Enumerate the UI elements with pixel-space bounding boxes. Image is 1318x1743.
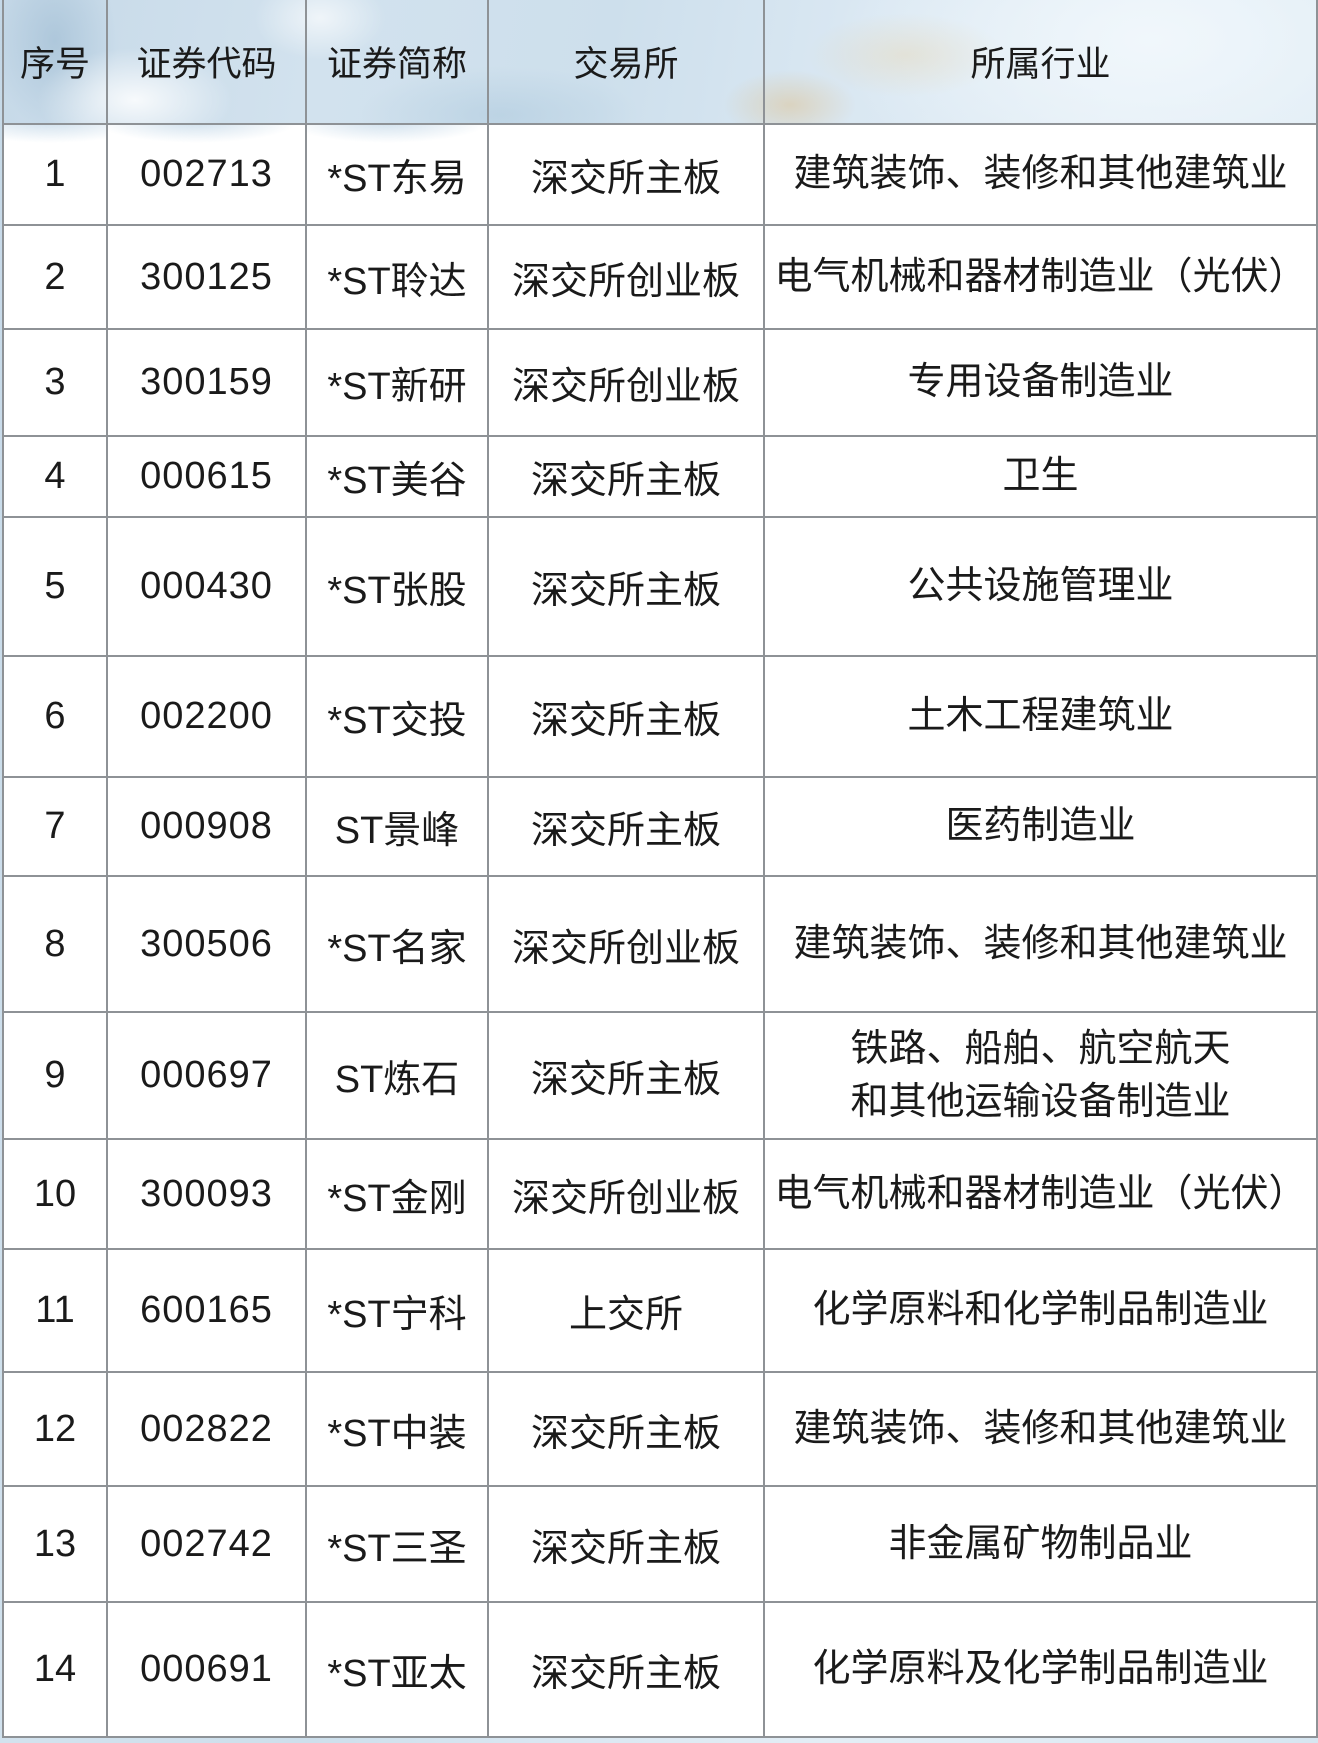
industry-cell: 电气机械和器材制造业（光伏）	[763, 224, 1318, 330]
code-cell: 000615	[106, 435, 307, 518]
table-row: 6 002200 *ST交投 深交所主板 土木工程建筑业	[2, 655, 1318, 778]
index-cell: 8	[2, 875, 108, 1013]
table-row: 12 002822 *ST中装 深交所主板 建筑装饰、装修和其他建筑业	[2, 1371, 1318, 1487]
index-cell: 10	[2, 1138, 108, 1250]
code-cell: 000908	[106, 776, 307, 877]
code-cell: 000691	[106, 1601, 307, 1738]
industry-cell: 化学原料及化学制品制造业	[763, 1601, 1318, 1738]
industry-cell: 建筑装饰、装修和其他建筑业	[763, 123, 1318, 226]
index-cell: 6	[2, 655, 108, 778]
name-cell: *ST三圣	[305, 1485, 489, 1603]
exchange-cell: 上交所	[487, 1248, 765, 1373]
index-cell: 11	[2, 1248, 108, 1373]
exchange-cell: 深交所主板	[487, 1601, 765, 1738]
exchange-cell: 深交所主板	[487, 435, 765, 518]
index-cell: 4	[2, 435, 108, 518]
code-cell: 600165	[106, 1248, 307, 1373]
index-cell: 1	[2, 123, 108, 226]
exchange-cell: 深交所主板	[487, 1011, 765, 1140]
name-cell: *ST亚太	[305, 1601, 489, 1738]
header-cell-code: 证券代码	[106, 0, 307, 125]
name-cell: *ST聆达	[305, 224, 489, 330]
header-cell-exchange: 交易所	[487, 0, 765, 125]
industry-cell: 公共设施管理业	[763, 516, 1318, 657]
name-cell: *ST东易	[305, 123, 489, 226]
index-cell: 5	[2, 516, 108, 657]
code-cell: 300506	[106, 875, 307, 1013]
name-cell: ST景峰	[305, 776, 489, 877]
exchange-cell: 深交所创业板	[487, 328, 765, 437]
index-cell: 3	[2, 328, 108, 437]
code-cell: 300125	[106, 224, 307, 330]
industry-cell: 建筑装饰、装修和其他建筑业	[763, 875, 1318, 1013]
exchange-cell: 深交所主板	[487, 516, 765, 657]
industry-cell: 化学原料和化学制品制造业	[763, 1248, 1318, 1373]
name-cell: ST炼石	[305, 1011, 489, 1140]
code-cell: 300093	[106, 1138, 307, 1250]
index-cell: 9	[2, 1011, 108, 1140]
code-cell: 002742	[106, 1485, 307, 1603]
index-cell: 7	[2, 776, 108, 877]
code-cell: 002713	[106, 123, 307, 226]
name-cell: *ST宁科	[305, 1248, 489, 1373]
index-cell: 13	[2, 1485, 108, 1603]
table-row: 8 300506 *ST名家 深交所创业板 建筑装饰、装修和其他建筑业	[2, 875, 1318, 1013]
industry-cell: 土木工程建筑业	[763, 655, 1318, 778]
table-row: 5 000430 *ST张股 深交所主板 公共设施管理业	[2, 516, 1318, 657]
code-cell: 002822	[106, 1371, 307, 1487]
industry-cell: 非金属矿物制品业	[763, 1485, 1318, 1603]
industry-cell: 建筑装饰、装修和其他建筑业	[763, 1371, 1318, 1487]
exchange-cell: 深交所主板	[487, 776, 765, 877]
header-cell-name: 证券简称	[305, 0, 489, 125]
index-cell: 2	[2, 224, 108, 330]
industry-cell: 铁路、船舶、航空航天 和其他运输设备制造业	[763, 1011, 1318, 1140]
name-cell: *ST新研	[305, 328, 489, 437]
table-row: 10 300093 *ST金刚 深交所创业板 电气机械和器材制造业（光伏）	[2, 1138, 1318, 1250]
name-cell: *ST美谷	[305, 435, 489, 518]
exchange-cell: 深交所主板	[487, 1485, 765, 1603]
name-cell: *ST交投	[305, 655, 489, 778]
exchange-cell: 深交所主板	[487, 655, 765, 778]
table-row: 11 600165 *ST宁科 上交所 化学原料和化学制品制造业	[2, 1248, 1318, 1373]
table-row: 4 000615 *ST美谷 深交所主板 卫生	[2, 435, 1318, 518]
table-row: 13 002742 *ST三圣 深交所主板 非金属矿物制品业	[2, 1485, 1318, 1603]
exchange-cell: 深交所创业板	[487, 875, 765, 1013]
table-row: 3 300159 *ST新研 深交所创业板 专用设备制造业	[2, 328, 1318, 437]
header-cell-industry: 所属行业	[763, 0, 1318, 125]
index-cell: 12	[2, 1371, 108, 1487]
industry-cell: 医药制造业	[763, 776, 1318, 877]
index-cell: 14	[2, 1601, 108, 1738]
code-cell: 002200	[106, 655, 307, 778]
table-row: 9 000697 ST炼石 深交所主板 铁路、船舶、航空航天 和其他运输设备制造…	[2, 1011, 1318, 1140]
industry-cell: 卫生	[763, 435, 1318, 518]
exchange-cell: 深交所主板	[487, 123, 765, 226]
table-row: 1 002713 *ST东易 深交所主板 建筑装饰、装修和其他建筑业	[2, 123, 1318, 226]
code-cell: 000430	[106, 516, 307, 657]
code-cell: 300159	[106, 328, 307, 437]
name-cell: *ST金刚	[305, 1138, 489, 1250]
header-cell-index: 序号	[2, 0, 108, 125]
exchange-cell: 深交所创业板	[487, 1138, 765, 1250]
table-body: 1 002713 *ST东易 深交所主板 建筑装饰、装修和其他建筑业 2 300…	[2, 123, 1318, 1738]
table-row: 7 000908 ST景峰 深交所主板 医药制造业	[2, 776, 1318, 877]
table-row: 2 300125 *ST聆达 深交所创业板 电气机械和器材制造业（光伏）	[2, 224, 1318, 330]
name-cell: *ST名家	[305, 875, 489, 1013]
table-header-row: 序号 证券代码 证券简称 交易所 所属行业	[2, 0, 1318, 125]
name-cell: *ST张股	[305, 516, 489, 657]
code-cell: 000697	[106, 1011, 307, 1140]
exchange-cell: 深交所主板	[487, 1371, 765, 1487]
industry-cell: 电气机械和器材制造业（光伏）	[763, 1138, 1318, 1250]
exchange-cell: 深交所创业板	[487, 224, 765, 330]
industry-cell: 专用设备制造业	[763, 328, 1318, 437]
name-cell: *ST中装	[305, 1371, 489, 1487]
table-row: 14 000691 *ST亚太 深交所主板 化学原料及化学制品制造业	[2, 1601, 1318, 1738]
